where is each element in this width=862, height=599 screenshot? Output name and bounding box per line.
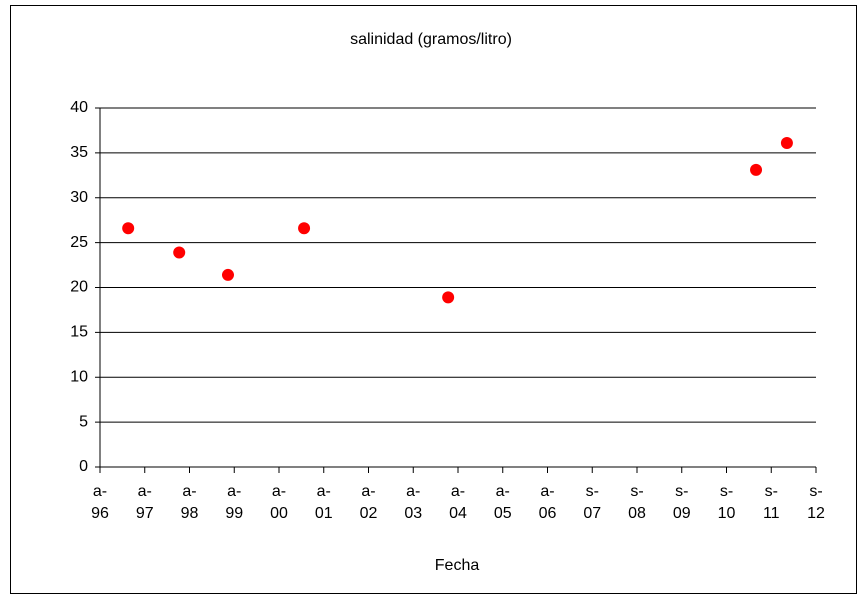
x-tick-label: a- 05: [493, 483, 512, 522]
x-tick-label: s- 09: [672, 483, 691, 522]
data-point: [298, 222, 311, 235]
chart-title: salinidad (gramos/litro): [350, 31, 512, 48]
x-tick-label: a- 98: [180, 483, 199, 522]
x-tick-label: a- 96: [91, 483, 109, 522]
x-tick-label: s- 08: [628, 483, 646, 522]
x-tick-label: s- 11: [762, 483, 780, 522]
x-tick-label: a- 04: [449, 483, 467, 522]
x-tick-label: a- 99: [225, 483, 244, 522]
data-point: [442, 291, 455, 304]
y-tick-label: 5: [79, 413, 88, 430]
x-tick-label: a- 03: [404, 483, 423, 522]
x-tick-label: a- 97: [135, 483, 154, 522]
chart-frame: [10, 5, 857, 594]
x-tick-label: s- 10: [717, 483, 736, 522]
data-point: [221, 268, 234, 281]
data-point: [780, 137, 793, 150]
x-tick-label: a- 02: [359, 483, 378, 522]
x-tick-label: a- 06: [538, 483, 557, 522]
y-tick-label: 25: [70, 234, 88, 251]
data-point: [122, 222, 135, 235]
x-tick-label: s- 12: [807, 483, 825, 522]
data-point: [750, 163, 763, 176]
y-tick-label: 10: [70, 368, 88, 385]
y-tick-label: 30: [70, 189, 88, 206]
x-tick-label: a- 01: [314, 483, 333, 522]
x-tick-label: s- 07: [583, 483, 602, 522]
y-tick-label: 15: [70, 324, 88, 341]
y-tick-label: 20: [70, 279, 88, 296]
y-tick-label: 40: [70, 99, 88, 116]
y-tick-label: 0: [79, 458, 88, 475]
data-point: [173, 246, 186, 259]
x-tick-label: a- 00: [270, 483, 288, 522]
y-tick-label: 35: [70, 144, 88, 161]
x-axis-title: Fecha: [435, 557, 480, 574]
